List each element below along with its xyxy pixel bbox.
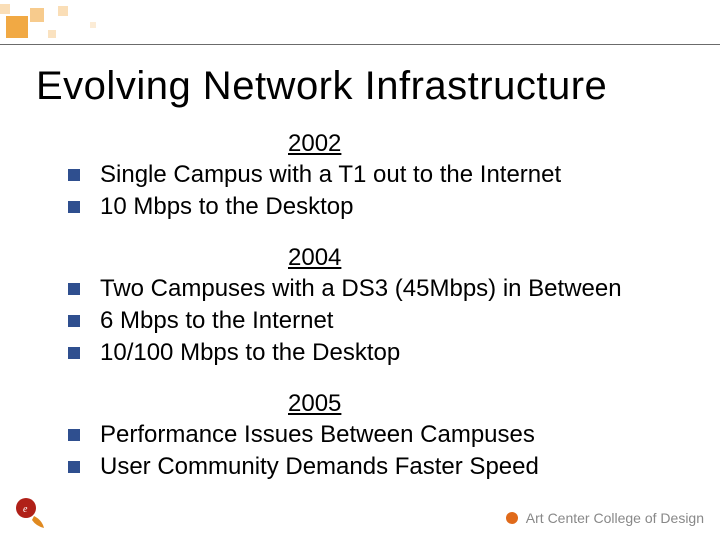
list-item-text: 10/100 Mbps to the Desktop (100, 339, 400, 366)
bullet-icon (68, 283, 80, 295)
content-area: 2002 Single Campus with a T1 out to the … (68, 130, 680, 484)
bullet-icon (68, 315, 80, 327)
bullet-icon (68, 169, 80, 181)
list-item-text: 6 Mbps to the Internet (100, 307, 333, 334)
list-item: User Community Demands Faster Speed (68, 452, 680, 482)
logo-left-icon: e (14, 496, 48, 530)
dot-icon (506, 512, 518, 524)
list-item-text: User Community Demands Faster Speed (100, 453, 539, 480)
section-year: 2002 (288, 130, 680, 158)
svg-text:e: e (23, 504, 28, 515)
bullet-icon (68, 461, 80, 473)
section-year: 2005 (288, 390, 680, 418)
list-item: Two Campuses with a DS3 (45Mbps) in Betw… (68, 274, 680, 304)
bullet-icon (68, 201, 80, 213)
list-item: Performance Issues Between Campuses (68, 420, 680, 450)
top-rule (0, 44, 720, 45)
list-item-text: 10 Mbps to the Desktop (100, 193, 353, 220)
list-item: 10 Mbps to the Desktop (68, 192, 680, 222)
list-item-text: Single Campus with a T1 out to the Inter… (100, 161, 561, 188)
list-item: 6 Mbps to the Internet (68, 306, 680, 336)
page-title: Evolving Network Infrastructure (36, 64, 607, 109)
list-item-text: Performance Issues Between Campuses (100, 421, 535, 448)
section-year: 2004 (288, 244, 680, 272)
decorative-squares (0, 0, 200, 50)
list-item: Single Campus with a T1 out to the Inter… (68, 160, 680, 190)
list-item-text: Two Campuses with a DS3 (45Mbps) in Betw… (100, 275, 622, 302)
bullet-icon (68, 429, 80, 441)
logo-right: Art Center College of Design (506, 510, 704, 526)
bullet-icon (68, 347, 80, 359)
footer-text: Art Center College of Design (526, 510, 704, 526)
list-item: 10/100 Mbps to the Desktop (68, 338, 680, 368)
